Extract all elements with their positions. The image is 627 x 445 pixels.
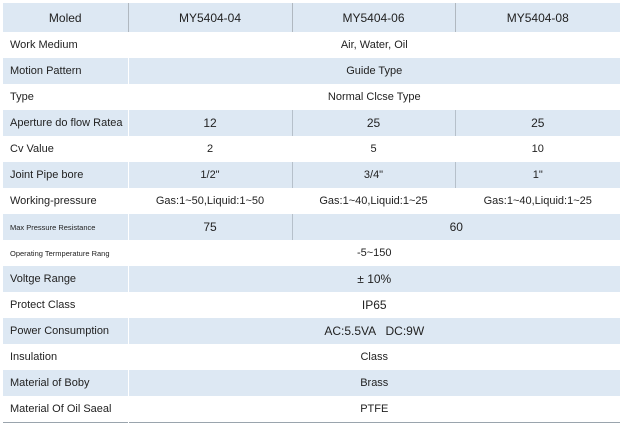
header-cell: MY5404-06 xyxy=(292,3,456,32)
row-label: Max Pressure Resistance xyxy=(3,214,129,240)
row-label: Voltge Range xyxy=(3,266,129,292)
row-label: Insulation xyxy=(3,344,129,370)
header-cell: MY5404-04 xyxy=(128,3,293,32)
row-label: Working-pressure xyxy=(3,188,129,214)
value-cell: Gas:1~50,Liquid:1~50 xyxy=(128,188,293,214)
value-cell: 12 xyxy=(128,110,293,136)
value-cell: 1/2" xyxy=(128,162,293,188)
row-label: Material Of Oil Saeal xyxy=(3,396,129,423)
value-cell: 2 xyxy=(128,136,293,162)
row-label: Work Medium xyxy=(3,32,129,58)
value-cell: 3/4" xyxy=(292,162,456,188)
value-cell: 60 xyxy=(292,214,620,240)
table-row: Work Medium Air, Water, Oil xyxy=(3,32,620,58)
value-cell: Guide Type xyxy=(128,58,620,84)
value-cell: IP65 xyxy=(361,298,387,312)
spec-table: Moled MY5404-04 MY5404-06 MY5404-08 Work Me… xyxy=(3,3,620,423)
table-row: Material of Boby Brass xyxy=(3,370,620,396)
value-cell: Air, Water, Oil xyxy=(340,39,408,51)
value-cell: 5 xyxy=(292,136,456,162)
table-row: Working-pressure Gas:1~50,Liquid:1~50 Gas:… xyxy=(3,188,620,214)
table-row: Operating Termperature Rang -5~150 xyxy=(3,240,620,266)
row-label: Motion Pattern xyxy=(3,58,129,84)
value-cell: 1" xyxy=(455,162,620,188)
table-row: Voltge Range ± 10% xyxy=(3,266,620,292)
header-cell: MY5404-08 xyxy=(455,3,620,32)
row-label: Type xyxy=(3,84,129,110)
value-cell: -5~150 xyxy=(356,247,392,259)
value-cell: 75 xyxy=(128,214,293,240)
table-row: Max Pressure Resistance 75 60 xyxy=(3,214,620,240)
value-cell: Gas:1~40,Liquid:1~25 xyxy=(292,188,456,214)
header-row: Moled MY5404-04 MY5404-06 MY5404-08 xyxy=(3,3,620,32)
table-row: Motion Pattern Guide Type xyxy=(3,58,620,84)
value-cell: Class xyxy=(360,351,388,363)
table-row: Joint Pipe bore 1/2" 3/4" 1" xyxy=(3,162,620,188)
row-label: Material of Boby xyxy=(3,370,129,396)
value-cell: 25 xyxy=(455,110,620,136)
value-cell: Normal Clcse Type xyxy=(327,91,421,103)
row-label: Power Consumption xyxy=(3,318,129,344)
value-cell: Gas:1~40,Liquid:1~25 xyxy=(483,195,592,207)
value-cell: Brass xyxy=(128,370,620,396)
row-label: Cv Value xyxy=(3,136,129,162)
value-cell: AC:5.5VA DC:9W xyxy=(128,318,620,344)
value-cell: ± 10% xyxy=(128,266,620,292)
value-cell: 10 xyxy=(531,143,544,155)
table-row: Type Normal Clcse Type xyxy=(3,84,620,110)
table-row: Power Consumption AC:5.5VA DC:9W xyxy=(3,318,620,344)
table-row: Insulation Class xyxy=(3,344,620,370)
value-cell: PTFE xyxy=(360,403,389,415)
table-row: Cv Value 2 5 10 xyxy=(3,136,620,162)
table-row: Material Of Oil Saeal PTFE xyxy=(3,396,620,423)
row-label: Aperture do flow Ratea xyxy=(3,110,129,136)
row-label: Protect Class xyxy=(3,292,129,318)
row-label: Joint Pipe bore xyxy=(3,162,129,188)
table-row: Protect Class IP65 xyxy=(3,292,620,318)
table-body: Work Medium Air, Water, Oil Motion Pattern… xyxy=(3,32,620,423)
header-cell: Moled xyxy=(3,3,129,32)
row-label: Operating Termperature Rang xyxy=(3,240,129,266)
value-cell: 25 xyxy=(292,110,456,136)
table-row: Aperture do flow Ratea 12 25 25 xyxy=(3,110,620,136)
